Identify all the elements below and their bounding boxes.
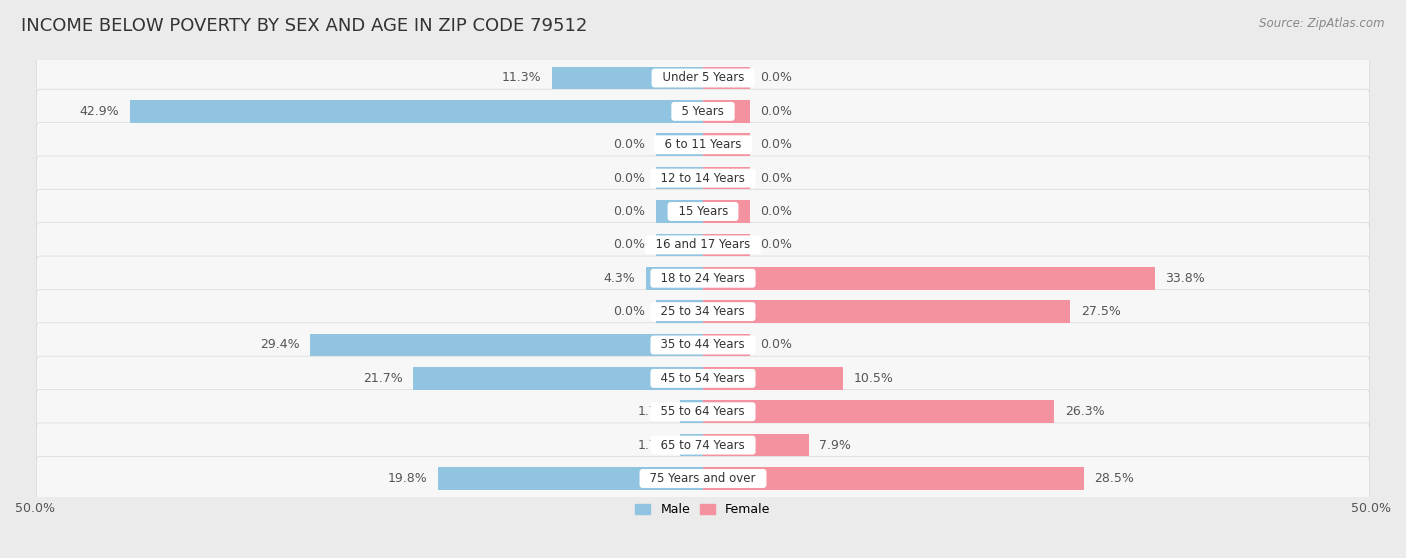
Text: 0.0%: 0.0% bbox=[613, 172, 645, 185]
Text: 33.8%: 33.8% bbox=[1166, 272, 1205, 285]
Text: 28.5%: 28.5% bbox=[1094, 472, 1135, 485]
Bar bbox=[703, 234, 749, 256]
Text: 12 to 14 Years: 12 to 14 Years bbox=[654, 172, 752, 185]
Text: 0.0%: 0.0% bbox=[613, 138, 645, 151]
Text: 1.7%: 1.7% bbox=[638, 439, 669, 451]
Text: 27.5%: 27.5% bbox=[1081, 305, 1121, 318]
FancyBboxPatch shape bbox=[37, 156, 1369, 200]
Text: 16 and 17 Years: 16 and 17 Years bbox=[648, 238, 758, 251]
Text: 0.0%: 0.0% bbox=[761, 238, 793, 251]
Bar bbox=[657, 167, 703, 190]
Text: 0.0%: 0.0% bbox=[613, 205, 645, 218]
Bar bbox=[413, 367, 703, 389]
FancyBboxPatch shape bbox=[37, 389, 1369, 434]
FancyBboxPatch shape bbox=[37, 56, 1369, 100]
Bar bbox=[129, 100, 703, 123]
Bar bbox=[703, 467, 1084, 490]
FancyBboxPatch shape bbox=[37, 123, 1369, 167]
Bar bbox=[703, 66, 749, 89]
Text: 0.0%: 0.0% bbox=[761, 71, 793, 84]
Bar bbox=[703, 267, 1154, 290]
Text: 0.0%: 0.0% bbox=[761, 205, 793, 218]
Bar bbox=[311, 334, 703, 357]
Text: 11.3%: 11.3% bbox=[502, 71, 541, 84]
Text: 5 Years: 5 Years bbox=[675, 105, 731, 118]
FancyBboxPatch shape bbox=[37, 456, 1369, 501]
Text: 19.8%: 19.8% bbox=[388, 472, 427, 485]
Bar bbox=[657, 234, 703, 256]
FancyBboxPatch shape bbox=[37, 223, 1369, 267]
Text: 45 to 54 Years: 45 to 54 Years bbox=[654, 372, 752, 385]
Text: 55 to 64 Years: 55 to 64 Years bbox=[654, 405, 752, 418]
Text: 15 Years: 15 Years bbox=[671, 205, 735, 218]
Text: 1.7%: 1.7% bbox=[638, 405, 669, 418]
Text: 65 to 74 Years: 65 to 74 Years bbox=[654, 439, 752, 451]
Text: 35 to 44 Years: 35 to 44 Years bbox=[654, 339, 752, 352]
Bar bbox=[657, 200, 703, 223]
Bar bbox=[703, 401, 1054, 423]
Bar bbox=[703, 167, 749, 190]
Text: 0.0%: 0.0% bbox=[761, 339, 793, 352]
FancyBboxPatch shape bbox=[37, 356, 1369, 401]
Bar bbox=[657, 300, 703, 323]
FancyBboxPatch shape bbox=[37, 89, 1369, 133]
Text: 6 to 11 Years: 6 to 11 Years bbox=[657, 138, 749, 151]
Text: 0.0%: 0.0% bbox=[761, 172, 793, 185]
Text: 0.0%: 0.0% bbox=[613, 238, 645, 251]
FancyBboxPatch shape bbox=[37, 423, 1369, 467]
Bar bbox=[703, 434, 808, 456]
Text: 75 Years and over: 75 Years and over bbox=[643, 472, 763, 485]
Text: 25 to 34 Years: 25 to 34 Years bbox=[654, 305, 752, 318]
Text: 0.0%: 0.0% bbox=[761, 105, 793, 118]
Bar bbox=[703, 200, 749, 223]
Bar bbox=[439, 467, 703, 490]
Bar bbox=[645, 267, 703, 290]
Bar bbox=[703, 133, 749, 156]
Bar bbox=[657, 133, 703, 156]
Legend: Male, Female: Male, Female bbox=[630, 498, 776, 521]
FancyBboxPatch shape bbox=[37, 256, 1369, 300]
Text: 10.5%: 10.5% bbox=[853, 372, 894, 385]
Text: 26.3%: 26.3% bbox=[1066, 405, 1105, 418]
Bar bbox=[703, 334, 749, 357]
Text: 4.3%: 4.3% bbox=[603, 272, 636, 285]
FancyBboxPatch shape bbox=[37, 189, 1369, 234]
Text: Source: ZipAtlas.com: Source: ZipAtlas.com bbox=[1260, 17, 1385, 30]
FancyBboxPatch shape bbox=[37, 323, 1369, 367]
Text: Under 5 Years: Under 5 Years bbox=[655, 71, 751, 84]
Text: 0.0%: 0.0% bbox=[613, 305, 645, 318]
Text: 7.9%: 7.9% bbox=[820, 439, 851, 451]
Bar bbox=[703, 100, 749, 123]
Bar bbox=[703, 300, 1070, 323]
FancyBboxPatch shape bbox=[37, 290, 1369, 334]
Bar bbox=[553, 66, 703, 89]
Bar bbox=[681, 434, 703, 456]
Bar bbox=[681, 401, 703, 423]
Text: 21.7%: 21.7% bbox=[363, 372, 402, 385]
Text: 42.9%: 42.9% bbox=[80, 105, 120, 118]
Bar bbox=[703, 367, 844, 389]
Text: 29.4%: 29.4% bbox=[260, 339, 299, 352]
Text: INCOME BELOW POVERTY BY SEX AND AGE IN ZIP CODE 79512: INCOME BELOW POVERTY BY SEX AND AGE IN Z… bbox=[21, 17, 588, 35]
Text: 18 to 24 Years: 18 to 24 Years bbox=[654, 272, 752, 285]
Text: 0.0%: 0.0% bbox=[761, 138, 793, 151]
